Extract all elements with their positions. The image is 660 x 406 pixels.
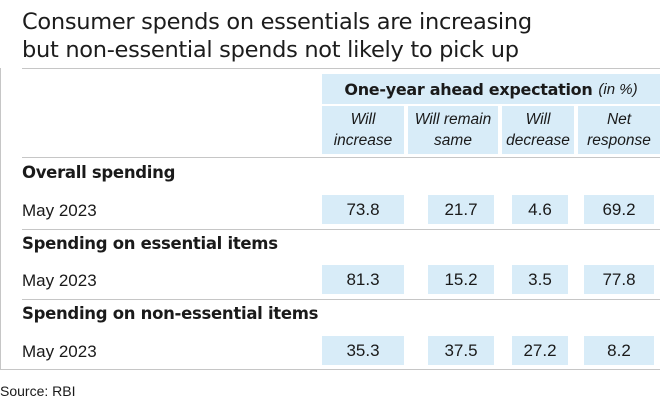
row-rule [22,229,660,230]
header-title: One-year ahead expectation (in %) [322,74,660,104]
value-cell: 15.2 [428,265,494,294]
section-essential-items: Spending on essential items [22,234,278,253]
column-header-line: Net [606,111,632,128]
value-cell: 21.7 [428,195,494,224]
value-cell: 69.2 [584,195,654,224]
column-header-line: increase [333,132,393,149]
value-cell: 37.5 [428,336,494,365]
column-header-will-decrease: Will decrease [502,106,574,154]
column-header-line: Will [525,111,551,128]
row-rule [22,299,660,300]
column-header-line: Will [350,111,376,128]
bottom-rule [0,369,660,370]
row-label: May 2023 [22,201,97,220]
section-overall-spending: Overall spending [22,163,176,182]
title-line-1: Consumer spends on essentials are increa… [22,9,532,35]
value-cell: 27.2 [512,336,568,365]
column-header-net-response: Net response [578,106,660,154]
value-cell: 73.8 [322,195,404,224]
column-header-line: decrease [506,132,570,149]
value-cell: 4.6 [512,195,568,224]
value-cell: 77.8 [584,265,654,294]
left-rule [0,68,1,369]
header-unit: (in %) [598,80,638,98]
value-cell: 81.3 [322,265,404,294]
source-note: Source: RBI [0,383,76,399]
column-header-line: same [434,132,472,149]
chart-title: Consumer spends on essentials are increa… [22,8,622,64]
column-header-will-increase: Will increase [322,106,404,154]
title-line-2: but non-essential spends not likely to p… [22,37,519,63]
column-header-will-remain-same: Will remain same [408,106,498,154]
header-rule [22,157,660,158]
value-cell: 35.3 [322,336,404,365]
column-header-line: response [587,132,651,149]
section-non-essential-items: Spending on non-essential items [22,304,319,323]
column-header-line: Will remain [414,111,492,128]
row-label: May 2023 [22,342,97,361]
row-label: May 2023 [22,271,97,290]
top-rule [22,68,660,69]
value-cell: 8.2 [584,336,654,365]
header-band [322,74,660,104]
value-cell: 3.5 [512,265,568,294]
header-title-text: One-year ahead expectation [344,79,593,99]
